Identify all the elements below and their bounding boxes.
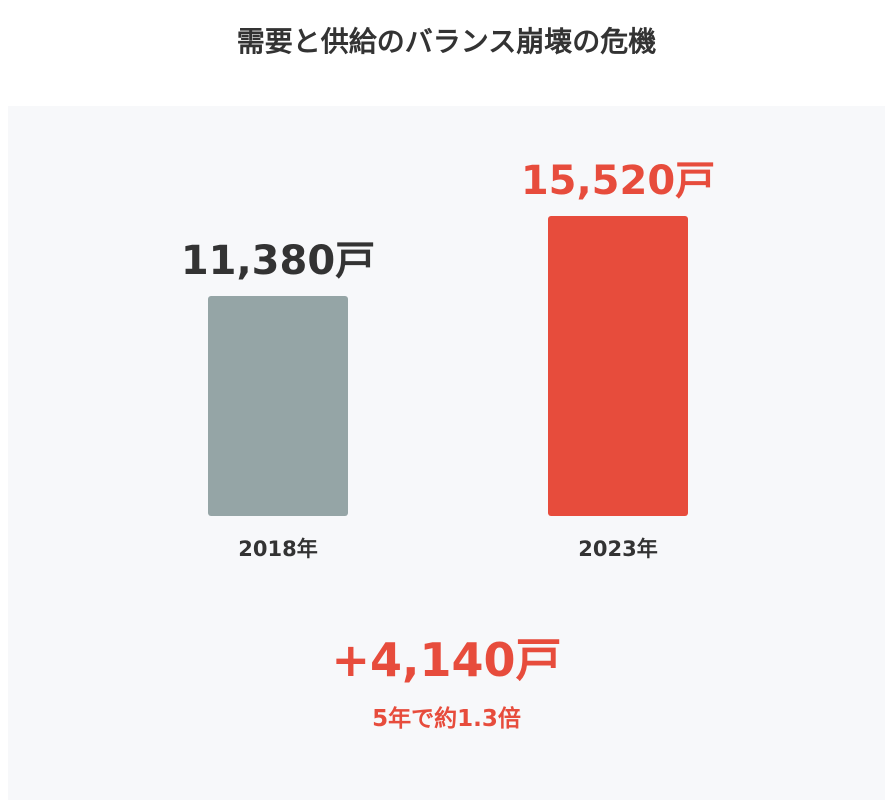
difference-value: +4,140戸 xyxy=(331,633,562,687)
bar-chart: 11,380戸 2018年 15,520戸 2023年 xyxy=(181,158,715,561)
category-label-2018年: 2018年 xyxy=(238,537,317,561)
category-label-2023年: 2023年 xyxy=(578,537,657,561)
value-label-2023年: 15,520戸 xyxy=(521,158,715,204)
chart-title: 需要と供給のバランス崩壊の危機 xyxy=(236,25,657,58)
value-label-2018年: 11,380戸 xyxy=(181,238,375,284)
ratio-text: 5年で約1.3倍 xyxy=(372,706,521,732)
bar-2023年 xyxy=(548,216,688,516)
bar-2018年 xyxy=(208,296,348,516)
chart-panel: 11,380戸 2018年 15,520戸 2023年 xyxy=(8,106,885,800)
